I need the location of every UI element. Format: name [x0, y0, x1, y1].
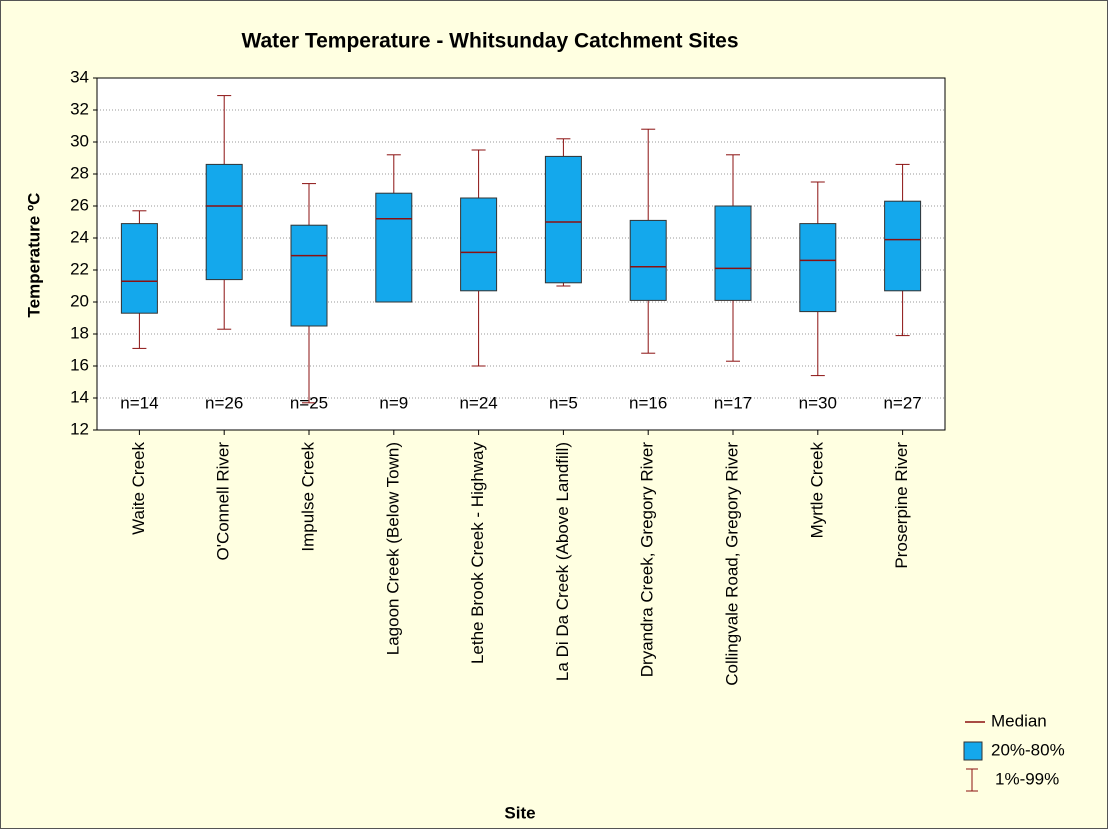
x-tick-label: Dryandra Creek, Gregory River — [638, 442, 657, 678]
y-tick-label: 12 — [70, 419, 89, 438]
y-tick-label: 30 — [70, 131, 89, 150]
chart-title: Water Temperature - Whitsunday Catchment… — [241, 30, 738, 53]
y-tick-label: 22 — [70, 259, 89, 278]
box — [544, 155, 582, 284]
x-tick-label: Impulse Creek — [298, 442, 317, 552]
box — [884, 200, 922, 292]
x-axis-label: Site — [504, 803, 535, 822]
annotation: n=14 — [120, 393, 158, 412]
legend-label: 20%-80% — [991, 740, 1065, 759]
y-tick-label: 14 — [70, 387, 89, 406]
annotation: n=27 — [883, 393, 921, 412]
annotation: n=25 — [290, 393, 328, 412]
box — [799, 223, 837, 313]
annotation: n=24 — [459, 393, 497, 412]
annotation: n=17 — [714, 393, 752, 412]
y-tick-label: 20 — [70, 291, 89, 310]
y-tick-label: 16 — [70, 355, 89, 374]
annotation: n=9 — [379, 393, 408, 412]
plot-frame — [96, 77, 946, 431]
x-tick-label: Proserpine River — [892, 442, 911, 569]
legend-label: Median — [991, 711, 1047, 730]
annotation: n=5 — [549, 393, 578, 412]
box — [629, 219, 667, 301]
x-tick-label: Lethe Brook Creek - Highway — [468, 442, 487, 665]
annotation: n=30 — [799, 393, 837, 412]
legend-box-icon — [963, 741, 983, 761]
box — [714, 205, 752, 301]
box — [120, 223, 158, 314]
x-tick-label: La Di Da Creek (Above Landfill) — [553, 442, 572, 681]
annotation: n=26 — [205, 393, 243, 412]
x-tick-label: Lagoon Creek (Below Town) — [383, 442, 402, 655]
y-tick-label: 34 — [70, 67, 89, 86]
legend-label: 1%-99% — [995, 769, 1059, 788]
x-tick-label: Waite Creek — [129, 442, 148, 535]
x-tick-label: O'Connell River — [214, 442, 233, 561]
y-tick-label: 18 — [70, 323, 89, 342]
box — [290, 224, 328, 327]
x-tick-label: Collingvale Road, Gregory River — [722, 442, 741, 686]
box — [205, 163, 243, 281]
y-tick-label: 24 — [70, 227, 89, 246]
y-tick-label: 26 — [70, 195, 89, 214]
box — [460, 197, 498, 292]
box — [375, 192, 413, 303]
y-tick-label: 28 — [70, 163, 89, 182]
annotation: n=16 — [629, 393, 667, 412]
y-tick-label: 32 — [70, 99, 89, 118]
x-tick-label: Myrtle Creek — [807, 442, 826, 539]
y-axis-label: Temperature ºC — [24, 193, 43, 318]
